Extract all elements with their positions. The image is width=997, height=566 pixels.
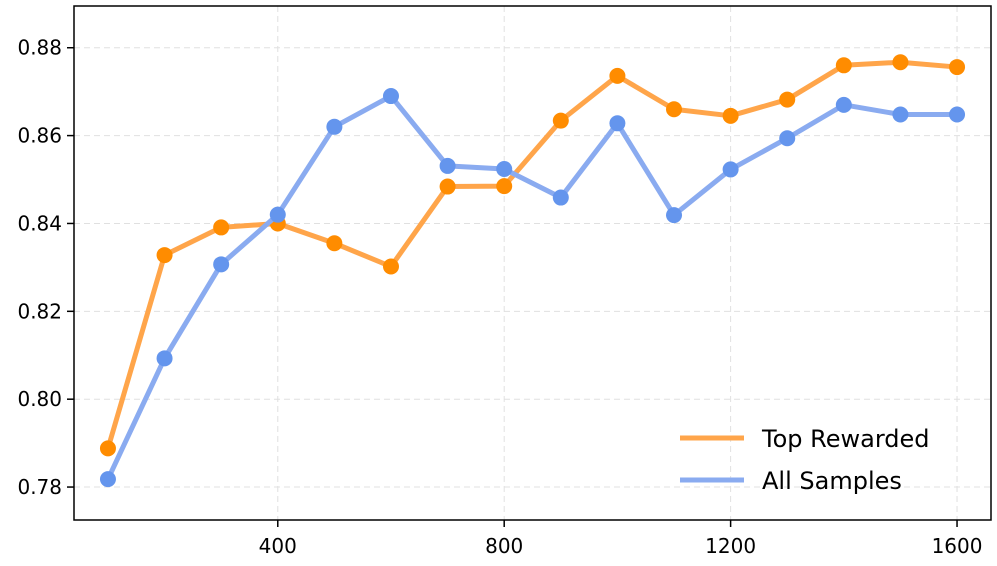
- y-tick-label: 0.78: [17, 475, 62, 499]
- data-point: [439, 157, 456, 174]
- data-point: [609, 115, 626, 132]
- y-tick-label: 0.86: [17, 124, 62, 148]
- legend-label: Top Rewarded: [761, 425, 930, 453]
- data-point: [552, 112, 569, 129]
- data-point: [496, 178, 513, 195]
- data-point: [722, 161, 739, 178]
- data-point: [666, 207, 683, 224]
- x-tick-label: 1600: [932, 534, 983, 558]
- data-point: [835, 57, 852, 74]
- legend: Top Rewarded All Samples: [680, 425, 930, 495]
- series-top-rewarded: [99, 54, 966, 457]
- y-tick-label: 0.84: [17, 211, 62, 235]
- y-tick-label: 0.88: [17, 36, 62, 60]
- series-all-samples: [99, 88, 966, 488]
- data-point: [779, 91, 796, 108]
- data-point: [552, 189, 569, 206]
- data-point: [609, 67, 626, 84]
- data-point: [99, 440, 116, 457]
- data-point: [496, 160, 513, 177]
- series-line: [105, 93, 960, 482]
- data-point: [722, 107, 739, 124]
- plot-frame: [73, 5, 992, 521]
- data-point: [835, 96, 852, 113]
- data-point: [382, 258, 399, 275]
- data-point: [439, 178, 456, 195]
- legend-label: All Samples: [762, 467, 902, 495]
- x-tick-label: 800: [485, 534, 523, 558]
- y-tick-label: 0.82: [17, 299, 62, 323]
- series-layer: [99, 54, 966, 488]
- data-point: [382, 88, 399, 105]
- y-tick-label: 0.80: [17, 387, 62, 411]
- data-point: [892, 106, 909, 123]
- data-point: [213, 256, 230, 273]
- data-point: [949, 106, 966, 123]
- data-point: [666, 101, 683, 118]
- data-point: [269, 206, 286, 223]
- legend-entry: All Samples: [680, 467, 902, 495]
- data-point: [213, 219, 230, 236]
- data-point: [156, 350, 173, 367]
- data-point: [326, 235, 343, 252]
- data-point: [779, 130, 796, 147]
- data-point: [949, 59, 966, 76]
- axes: 0.78 0.80 0.82 0.84 0.86 0.88 400 800 1200 1600: [17, 36, 982, 558]
- x-tick-label: 1200: [705, 534, 756, 558]
- data-point: [326, 118, 343, 135]
- x-tick-label: 400: [259, 534, 297, 558]
- series-line: [105, 59, 960, 451]
- data-point: [156, 247, 173, 264]
- legend-entry: Top Rewarded: [680, 425, 930, 453]
- data-point: [892, 54, 909, 71]
- data-point: [99, 471, 116, 488]
